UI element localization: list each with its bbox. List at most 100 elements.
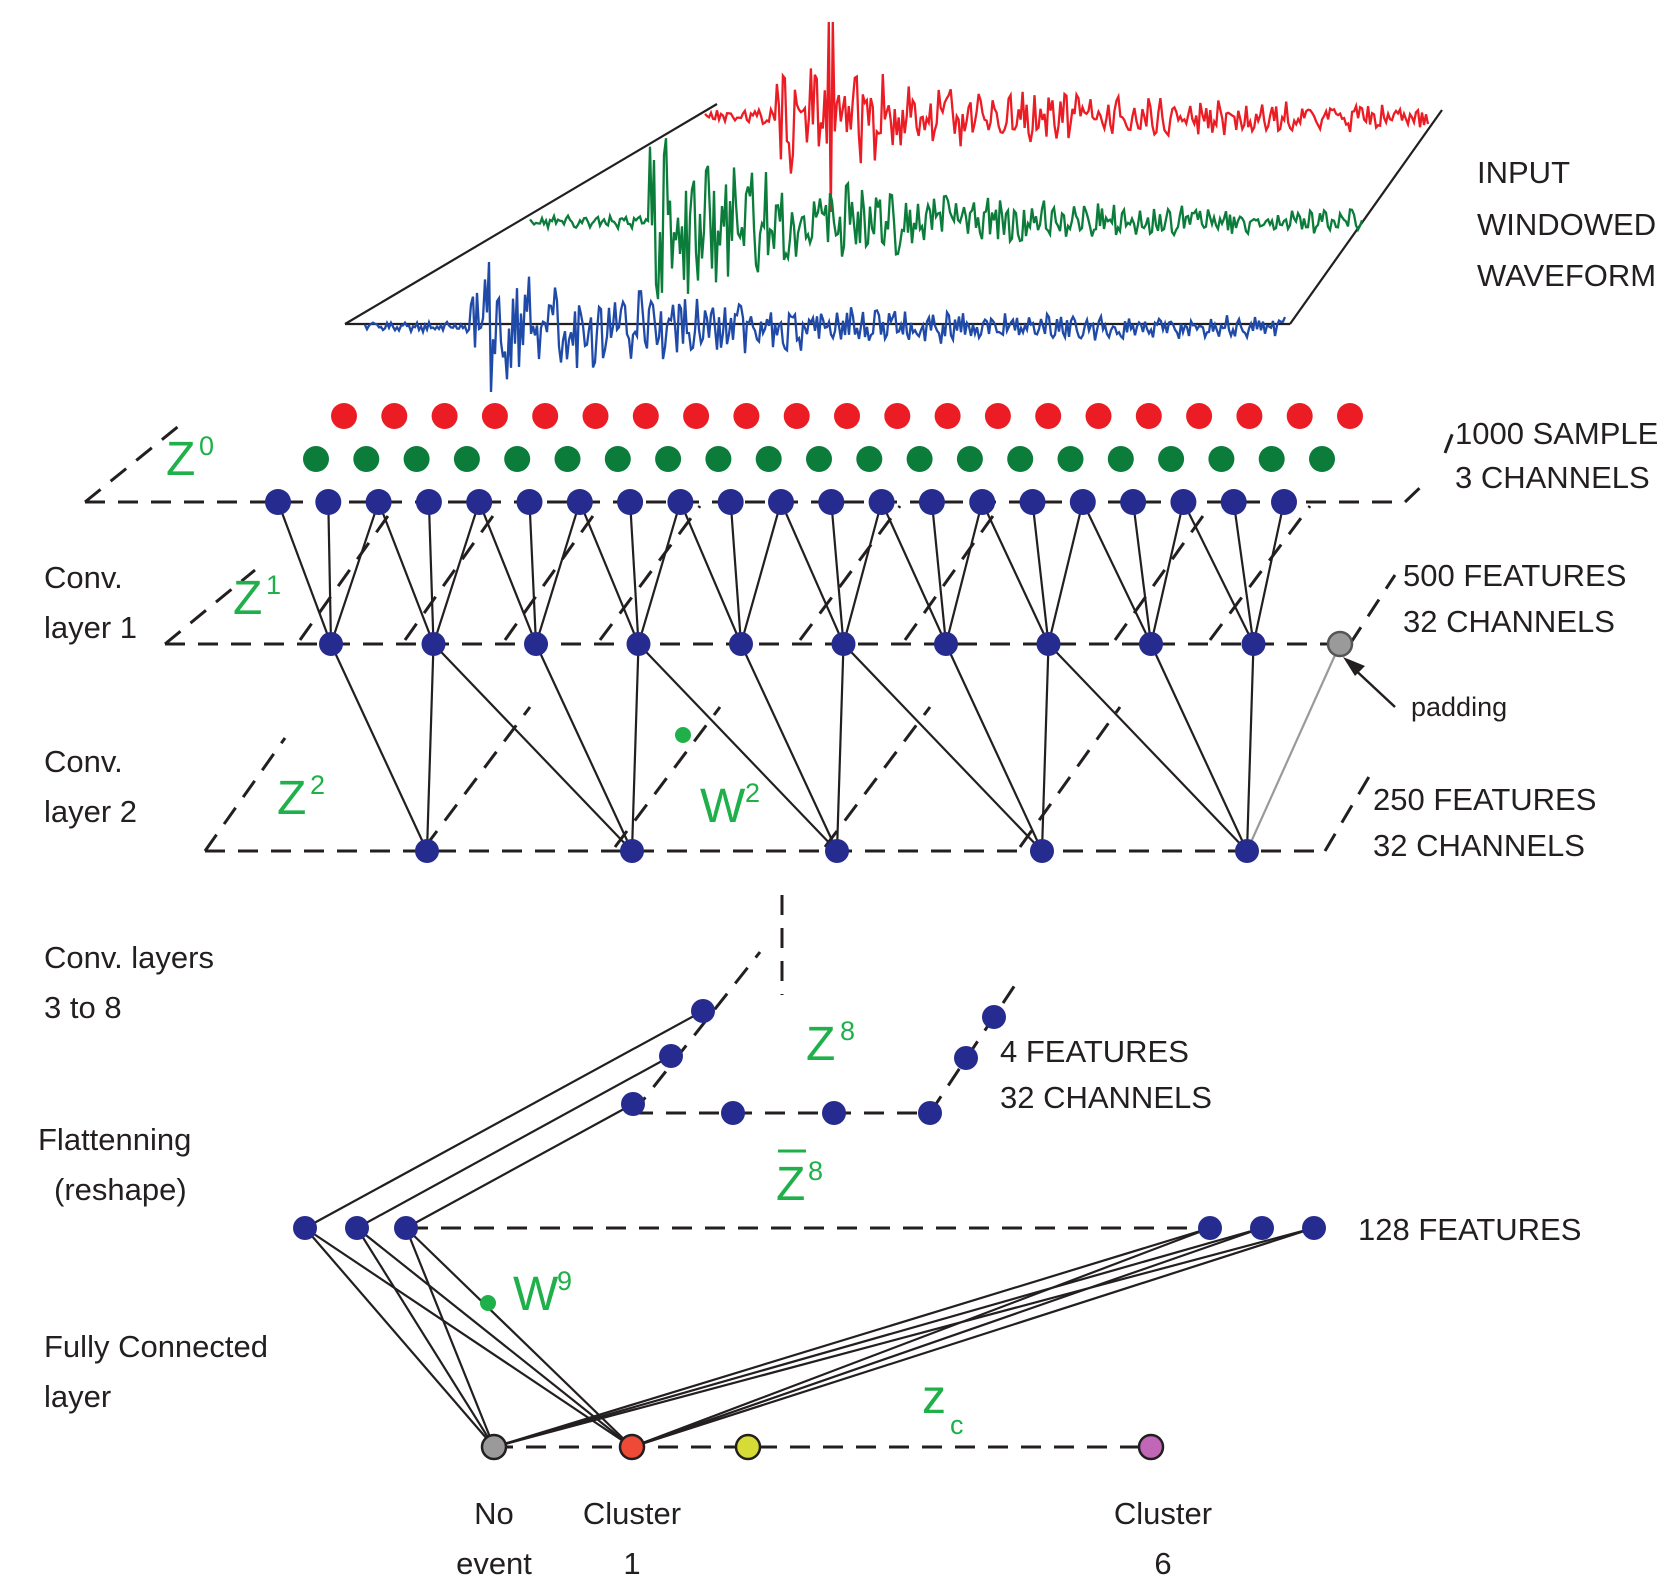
edge-z1-z2-2-4 — [740, 643, 838, 852]
z1-node-7 — [1036, 632, 1061, 656]
edge-z0-z1-3-6 — [578, 501, 640, 645]
input-blue-node-6 — [566, 489, 593, 515]
input-red-node-19 — [1286, 403, 1313, 429]
edge-flat-cluster1-1 — [356, 1227, 633, 1448]
conv2-label-line2: layer 2 — [44, 794, 137, 829]
z1-symbol: Z 1 — [233, 570, 281, 625]
conv2-label-line1: Conv. — [44, 744, 123, 779]
z8-node-6 — [954, 1046, 978, 1070]
edge-z1-z2-2-3 — [637, 643, 838, 852]
depth-guide-4 — [798, 505, 902, 641]
edge-z1-z2-2-5 — [835, 643, 845, 852]
input-green-node-8 — [705, 446, 732, 472]
input-blue-node-0 — [265, 489, 291, 515]
zc-symbol: z c — [922, 1371, 964, 1440]
edge-flatR-cluster1-1 — [631, 1226, 1263, 1449]
z8-node-0 — [691, 999, 715, 1023]
input-green-node-15 — [1057, 446, 1084, 472]
w2-weight-marker — [675, 727, 691, 743]
flattened-node-right-0 — [1198, 1216, 1222, 1240]
edge-z1-z2-1-1 — [432, 643, 633, 852]
edge-z0-z1-3-8 — [637, 501, 682, 645]
input-red-node-12 — [934, 403, 961, 429]
z0-plane-right-edge — [1403, 478, 1430, 504]
z1-node-4 — [729, 632, 753, 656]
z2-plane-right-edge — [1323, 774, 1372, 852]
layer-planes — [84, 423, 1457, 1449]
samples-label-line1: 1000 SAMPLE — [1455, 416, 1658, 451]
depth-guide-3 — [598, 505, 702, 641]
blue-channel-waveform — [363, 261, 1287, 393]
z8-node-3 — [721, 1101, 745, 1125]
z1-node-0 — [319, 632, 343, 656]
input-blue-node-17 — [1120, 489, 1147, 515]
edge-z1-z2-0-0 — [330, 643, 428, 852]
edge-z0-z1-4-8 — [679, 501, 743, 645]
input-red-node-1 — [381, 403, 408, 429]
input-red-node-10 — [834, 403, 860, 429]
edge-z0-z1-1-2 — [377, 501, 435, 645]
edge-z8-flat-2 — [405, 1103, 634, 1229]
z8-sup: 8 — [840, 1016, 855, 1046]
conv1-label-line2: layer 1 — [44, 610, 137, 645]
input-green-node-17 — [1158, 446, 1185, 472]
flattened-node-left-1 — [345, 1216, 369, 1240]
padding-label: padding — [1411, 692, 1507, 722]
input-green-node-19 — [1258, 446, 1285, 472]
z2-node-0 — [415, 839, 439, 863]
input-green-node-11 — [856, 446, 883, 472]
right-labels: INPUT WINDOWED WAVEFORM 1000 SAMPLE 3 CH… — [1000, 155, 1658, 1247]
input-green-node-5 — [554, 446, 581, 472]
z0-plane-left-edge — [84, 423, 181, 504]
input-green-node-2 — [403, 446, 430, 472]
input-red-node-11 — [884, 403, 911, 429]
z2-node-1 — [620, 839, 644, 863]
input-blue-node-15 — [1019, 489, 1046, 515]
depth-guide-1 — [403, 505, 502, 641]
z8-node-4 — [822, 1101, 846, 1125]
features2-label-line1: 250 FEATURES — [1373, 782, 1596, 817]
z1-node-5 — [831, 632, 856, 656]
edge-z0-z1-0-2 — [329, 501, 380, 645]
input-blue-node-2 — [365, 489, 392, 515]
edge-z1-z2-4-8 — [1150, 643, 1248, 852]
w2-symbol: W 2 — [700, 778, 760, 833]
z1-plane-right-edge — [1348, 574, 1397, 645]
cluster1-label-line1: Cluster — [583, 1496, 681, 1531]
edge-flatR-noevent-1 — [493, 1226, 1263, 1449]
depth-guide-7 — [1208, 505, 1312, 641]
input-blue-node-4 — [466, 489, 493, 515]
input-red-node-8 — [733, 403, 760, 429]
features1-label-line1: 500 FEATURES — [1403, 558, 1626, 593]
edge-z1-z2-4-9 — [1245, 643, 1255, 852]
z1-node-3 — [626, 632, 651, 656]
edge-z0-z1-9-19 — [1232, 501, 1255, 645]
z1-node-9 — [1241, 632, 1266, 656]
input-blue-node-16 — [1069, 489, 1096, 515]
z2-node-2 — [825, 839, 849, 863]
z8bar-sup: 8 — [808, 1156, 823, 1186]
input-label-line1: INPUT — [1477, 155, 1570, 190]
z1-sup: 1 — [266, 570, 281, 600]
input-red-node-13 — [984, 403, 1011, 429]
input-blue-node-9 — [717, 489, 744, 515]
edge-z0-z1-6-12 — [880, 501, 948, 645]
input-red-node-20 — [1337, 403, 1363, 429]
edge-flat-cluster1-2 — [405, 1227, 633, 1448]
edge-z0-z1-2-6 — [534, 501, 581, 645]
edge-z0-z1-8-17 — [1132, 501, 1153, 645]
input-green-node-16 — [1107, 446, 1134, 472]
input-red-node-6 — [632, 403, 659, 429]
z1-node-6 — [934, 632, 958, 656]
w2-base: W — [700, 780, 746, 833]
input-red-node-2 — [431, 403, 458, 429]
connections — [276, 501, 1342, 1449]
left-labels: Conv. layer 1 Conv. layer 2 Conv. layers… — [38, 560, 268, 1414]
input-red-node-4 — [532, 403, 559, 429]
edge-z1-z2-3-6 — [945, 643, 1043, 852]
output-labels: No event Cluster 1 Cluster 6 — [456, 1496, 1212, 1581]
edge-z0-z1-2-5 — [528, 501, 538, 645]
input-blue-node-1 — [315, 489, 342, 515]
edge-z0-z1-5-12 — [842, 501, 883, 645]
z8-node-7 — [982, 1005, 1006, 1029]
